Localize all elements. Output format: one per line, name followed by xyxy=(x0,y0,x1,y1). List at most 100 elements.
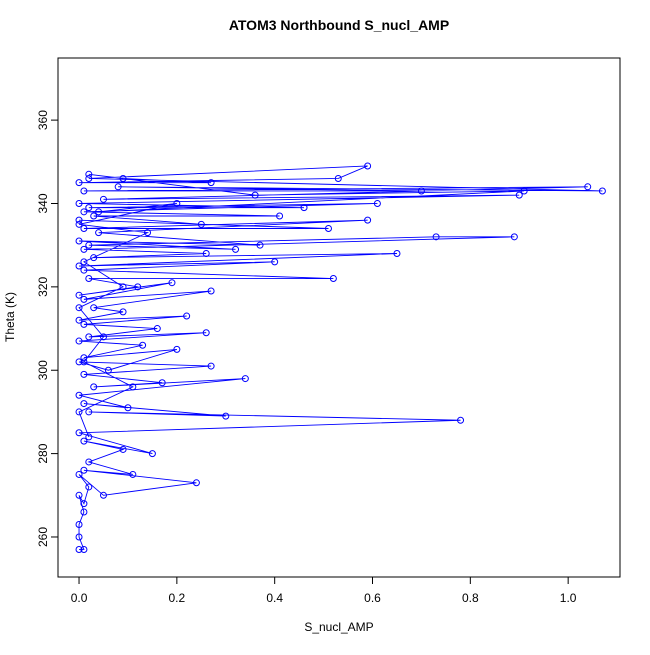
x-tick-label: 0.8 xyxy=(462,591,479,605)
data-point xyxy=(80,545,88,553)
data-point xyxy=(80,437,88,445)
data-point xyxy=(90,254,98,262)
data-point xyxy=(222,412,230,420)
data-point xyxy=(124,404,132,412)
plot-frame xyxy=(57,57,621,578)
data-point xyxy=(80,400,88,408)
data-point xyxy=(114,183,122,191)
data-point xyxy=(75,316,83,324)
data-point xyxy=(207,362,215,370)
y-tick-label: 320 xyxy=(36,277,50,297)
data-line xyxy=(78,165,603,550)
data-point xyxy=(85,408,93,416)
data-point xyxy=(75,304,83,312)
data-point xyxy=(119,174,127,182)
data-point xyxy=(75,429,83,437)
data-point xyxy=(75,408,83,416)
data-point xyxy=(85,170,93,178)
y-tick-label: 300 xyxy=(36,360,50,380)
x-axis-label: S_nucl_AMP xyxy=(304,620,373,634)
data-point xyxy=(85,275,93,283)
data-point xyxy=(158,379,166,387)
data-point xyxy=(144,229,152,237)
data-point xyxy=(364,162,372,170)
data-point xyxy=(80,266,88,274)
data-point xyxy=(584,183,592,191)
data-point xyxy=(300,204,308,212)
data-point xyxy=(129,383,137,391)
data-point xyxy=(334,174,342,182)
data-point xyxy=(75,470,83,478)
data-point xyxy=(85,174,93,182)
data-point xyxy=(207,179,215,187)
data-point xyxy=(251,191,259,199)
data-point xyxy=(104,366,112,374)
data-point xyxy=(510,233,518,241)
data-point xyxy=(75,391,83,399)
data-point xyxy=(80,295,88,303)
data-point xyxy=(80,245,88,253)
data-point xyxy=(75,220,83,228)
data-point xyxy=(324,224,332,232)
x-tick-label: 0.0 xyxy=(71,591,88,605)
data-point xyxy=(75,291,83,299)
y-tick-label: 340 xyxy=(36,193,50,213)
y-tick-label: 280 xyxy=(36,443,50,463)
data-point xyxy=(80,208,88,216)
data-point xyxy=(80,187,88,195)
data-point xyxy=(241,375,249,383)
data-point xyxy=(80,258,88,266)
data-point xyxy=(75,358,83,366)
data-point xyxy=(168,279,176,287)
data-point xyxy=(75,520,83,528)
data-point xyxy=(417,187,425,195)
data-point xyxy=(202,250,210,258)
x-tick-label: 1.0 xyxy=(560,591,577,605)
x-tick-label: 0.2 xyxy=(169,591,186,605)
data-point xyxy=(232,245,240,253)
y-tick-label: 360 xyxy=(36,110,50,130)
data-point xyxy=(364,216,372,224)
data-point xyxy=(520,187,528,195)
data-point xyxy=(598,187,606,195)
data-point xyxy=(99,333,107,341)
data-point xyxy=(393,250,401,258)
data-point xyxy=(276,212,284,220)
data-point xyxy=(457,416,465,424)
data-point xyxy=(515,191,523,199)
data-point xyxy=(85,333,93,341)
data-point xyxy=(80,466,88,474)
data-point xyxy=(85,458,93,466)
data-point xyxy=(80,358,88,366)
data-point xyxy=(80,224,88,232)
data-point xyxy=(129,470,137,478)
data-point xyxy=(95,208,103,216)
data-point xyxy=(75,216,83,224)
data-point xyxy=(119,308,127,316)
data-point xyxy=(432,233,440,241)
data-point xyxy=(134,283,142,291)
data-point xyxy=(75,262,83,270)
x-tick-label: 0.4 xyxy=(266,591,283,605)
data-point xyxy=(80,320,88,328)
data-point xyxy=(75,179,83,187)
data-point xyxy=(80,370,88,378)
data-point xyxy=(329,275,337,283)
data-point xyxy=(173,199,181,207)
data-point xyxy=(139,341,147,349)
data-point xyxy=(183,312,191,320)
data-point xyxy=(75,337,83,345)
data-point xyxy=(75,199,83,207)
data-point xyxy=(119,445,127,453)
data-point xyxy=(256,241,264,249)
data-point xyxy=(80,354,88,362)
y-axis-label: Theta (K) xyxy=(3,292,17,342)
data-point xyxy=(207,287,215,295)
data-point xyxy=(271,258,279,266)
x-tick-label: 0.6 xyxy=(364,591,381,605)
data-point xyxy=(197,220,205,228)
data-point xyxy=(75,237,83,245)
data-point xyxy=(119,283,127,291)
chart-title: ATOM3 Northbound S_nucl_AMP xyxy=(229,17,449,33)
